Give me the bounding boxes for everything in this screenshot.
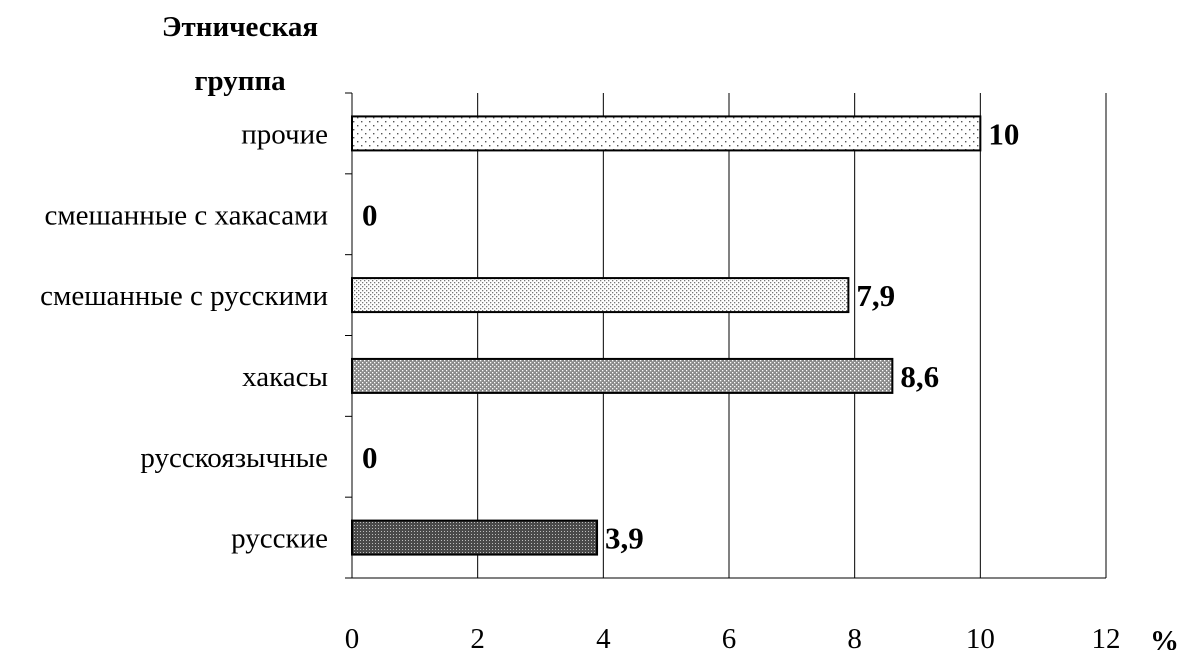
- data-label: 10: [988, 116, 1019, 151]
- y-axis-title-line2: группа: [194, 65, 286, 97]
- category-labels: прочие смешанные с хакасами смешанные с ру…: [40, 118, 328, 554]
- x-tick-label: 10: [966, 623, 995, 650]
- data-label: 0: [362, 197, 378, 232]
- x-tick-label: 12: [1092, 623, 1121, 650]
- category-label: русскоязычные: [140, 442, 328, 474]
- category-label: хакасы: [242, 361, 328, 393]
- bar: [351, 115, 982, 152]
- bar: [351, 357, 894, 394]
- data-label: 0: [362, 440, 378, 475]
- category-label: смешанные с хакасами: [44, 199, 328, 231]
- bar: [351, 519, 599, 556]
- category-label: прочие: [241, 118, 328, 150]
- data-label: 3,9: [605, 521, 644, 556]
- bars: [351, 115, 982, 556]
- x-tick-label: 4: [596, 623, 611, 650]
- y-axis-title-line1: Этническая: [162, 11, 318, 43]
- gridlines: [477, 93, 1107, 578]
- x-tick-label: 8: [847, 623, 862, 650]
- bar: [351, 277, 850, 314]
- category-label: русские: [231, 523, 328, 555]
- x-tick-labels: 0 2 4 6 8 10 12: [345, 623, 1121, 650]
- x-axis-unit: %: [1150, 625, 1179, 650]
- axes: [345, 92, 1106, 579]
- x-tick-label: 2: [470, 623, 485, 650]
- data-label: 8,6: [900, 359, 939, 394]
- data-label: 7,9: [856, 278, 895, 313]
- category-label: смешанные с русскими: [40, 280, 328, 312]
- data-labels: 10 0 7,9 8,6 0 3,9: [362, 116, 1019, 555]
- x-tick-label: 0: [345, 623, 360, 650]
- x-tick-label: 6: [722, 623, 737, 650]
